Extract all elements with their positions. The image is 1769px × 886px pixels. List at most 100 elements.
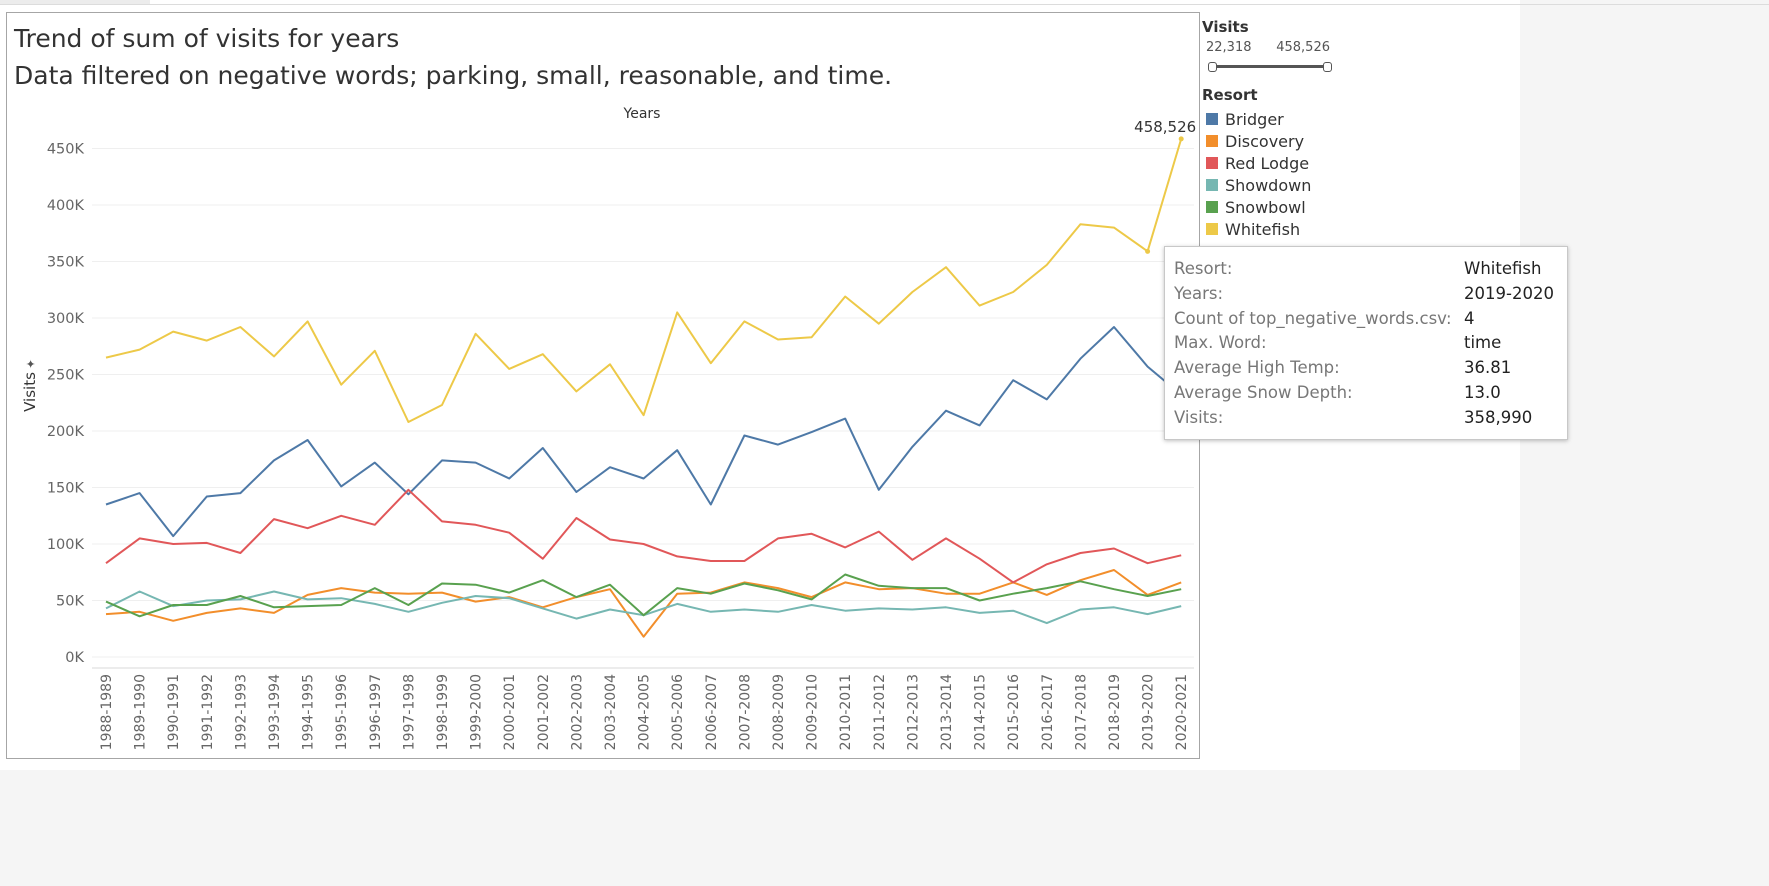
x-tick-label: 2015-2016 (1006, 674, 1022, 750)
pin-icon[interactable]: ✦ (24, 359, 38, 369)
x-tick-label: 2009-2010 (805, 674, 821, 750)
slider-track[interactable] (1212, 65, 1328, 68)
series-line-bridger[interactable] (105, 326, 1182, 538)
slider-max-handle[interactable] (1323, 62, 1332, 72)
x-tick-label: 2020-2021 (1174, 674, 1190, 750)
x-tick-label: 1997-1998 (401, 674, 417, 750)
x-tick-label: 2012-2013 (905, 674, 921, 750)
y-tick-label: 200K (47, 424, 85, 440)
x-tick-label: 1989-1990 (133, 674, 149, 750)
visits-range-slider[interactable] (1208, 62, 1332, 72)
y-tick-label: 150K (47, 481, 85, 497)
tooltip-label: Average Snow Depth: (1174, 383, 1353, 402)
x-tick-label: 1993-1994 (267, 674, 283, 750)
legend-swatch (1206, 135, 1218, 147)
x-tick-label: 2016-2017 (1040, 674, 1056, 750)
top-divider (0, 4, 1769, 5)
tooltip-value: Whitefish (1464, 259, 1542, 278)
tooltip-label: Resort: (1174, 259, 1233, 278)
x-tick-label: 2010-2011 (838, 674, 854, 750)
legend-label: Red Lodge (1225, 153, 1310, 173)
x-tick-label: 2003-2004 (603, 674, 619, 750)
x-tick-label: 2005-2006 (670, 674, 686, 750)
y-tick-label: 0K (65, 650, 84, 666)
series-line-whitefish[interactable] (105, 138, 1183, 423)
legend-swatch (1206, 113, 1218, 125)
tooltip-label: Count of top_negative_words.csv: (1174, 308, 1452, 328)
tooltip-label: Visits: (1174, 407, 1224, 427)
x-tick-label: 2000-2001 (502, 674, 518, 750)
annotation-point[interactable] (1178, 136, 1184, 142)
x-tick-label: 1999-2000 (469, 674, 485, 750)
x-tick-label: 2018-2019 (1107, 674, 1123, 750)
x-tick-label: 2006-2007 (704, 674, 720, 750)
resort-legend-title: Resort (1202, 86, 1258, 104)
legend-swatch (1206, 179, 1218, 191)
x-tick-label: 2008-2009 (771, 674, 787, 750)
top-axis-title: Years (623, 106, 661, 122)
legend-swatch (1206, 223, 1218, 235)
x-tick-label: 2002-2003 (569, 674, 585, 750)
legend-panel: Visits 22,318 458,526 Resort Bridger Disc… (1202, 18, 1352, 239)
legend-label: Bridger (1225, 109, 1284, 129)
x-tick-label: 2001-2002 (536, 674, 552, 750)
x-tick-label: 1991-1992 (200, 674, 216, 750)
resort-legend-list: Bridger Discovery Red Lodge Showdown Snowbow… (1206, 108, 1311, 240)
x-tick-label: 1995-1996 (334, 674, 350, 750)
visits-range-max: 458,526 (1276, 40, 1330, 55)
tooltip-value: 13.0 (1464, 383, 1501, 402)
hover-tooltip: Resort: Whitefish Years: 2019-2020 Count of … (1164, 246, 1568, 440)
x-tick-label: 2013-2014 (939, 674, 955, 750)
x-tick-label: 1992-1993 (233, 674, 249, 750)
x-tick-label: 1988-1989 (99, 674, 115, 750)
y-axis-label: Visits (21, 372, 39, 412)
visits-filter-title: Visits (1202, 18, 1249, 36)
legend-item-red-lodge[interactable]: Red Lodge (1206, 152, 1311, 174)
tooltip-label: Max. Word: (1174, 333, 1267, 353)
y-tick-label: 300K (47, 311, 85, 327)
x-tick-label: 2007-2008 (737, 674, 753, 750)
tooltip-label: Years: (1174, 283, 1224, 303)
hovered-point[interactable] (1145, 248, 1151, 254)
legend-label: Whitefish (1225, 219, 1301, 239)
legend-item-discovery[interactable]: Discovery (1206, 130, 1311, 152)
series-line-discovery[interactable] (105, 569, 1182, 638)
x-tick-label: 1990-1991 (166, 674, 182, 750)
legend-label: Showdown (1225, 175, 1312, 195)
x-tick-label: 2017-2018 (1073, 674, 1089, 750)
data-label: 458,526 (1134, 118, 1196, 136)
y-tick-label: 350K (47, 255, 85, 271)
tooltip-value: 36.81 (1464, 358, 1512, 378)
legend-label: Snowbowl (1225, 197, 1306, 217)
toolbar-stub (0, 0, 150, 4)
x-tick-label: 1998-1999 (435, 674, 451, 750)
legend-swatch (1206, 201, 1218, 213)
x-tick-label: 2004-2005 (637, 674, 653, 750)
tooltip-value: 2019-2020 (1464, 283, 1554, 303)
tooltip-label: Average High Temp: (1174, 358, 1340, 378)
y-tick-label: 400K (47, 198, 85, 214)
x-tick-label: 1996-1997 (368, 674, 384, 750)
tooltip-value: 4 (1464, 308, 1475, 328)
x-tick-label: 2014-2015 (973, 674, 989, 750)
chart-subtitle: Data filtered on negative words; parking… (14, 61, 893, 90)
x-tick-label: 2011-2012 (872, 674, 888, 750)
legend-item-whitefish[interactable]: Whitefish (1206, 218, 1311, 240)
chart-frame (6, 12, 1200, 759)
legend-item-snowbowl[interactable]: Snowbowl (1206, 196, 1311, 218)
x-tick-label: 1994-1995 (301, 674, 317, 750)
chart-title: Trend of sum of visits for years (14, 24, 400, 53)
series-line-red-lodge[interactable] (105, 488, 1182, 584)
line-chart[interactable]: Years 0K 50K 100K 150K 200K 250K 300K 350K 400K 45… (0, 0, 1200, 770)
series-line-showdown[interactable] (105, 590, 1182, 625)
tooltip-value: time (1464, 333, 1502, 353)
visits-range-values: 22,318 458,526 (1202, 40, 1352, 58)
legend-item-bridger[interactable]: Bridger (1206, 108, 1311, 130)
y-tick-label: 450K (47, 142, 85, 158)
x-tick-label: 2019-2020 (1141, 674, 1157, 750)
slider-min-handle[interactable] (1208, 62, 1217, 72)
series-line-snowbowl[interactable] (105, 573, 1182, 618)
y-tick-label: 250K (47, 368, 85, 384)
legend-item-showdown[interactable]: Showdown (1206, 174, 1311, 196)
legend-label: Discovery (1225, 131, 1305, 151)
